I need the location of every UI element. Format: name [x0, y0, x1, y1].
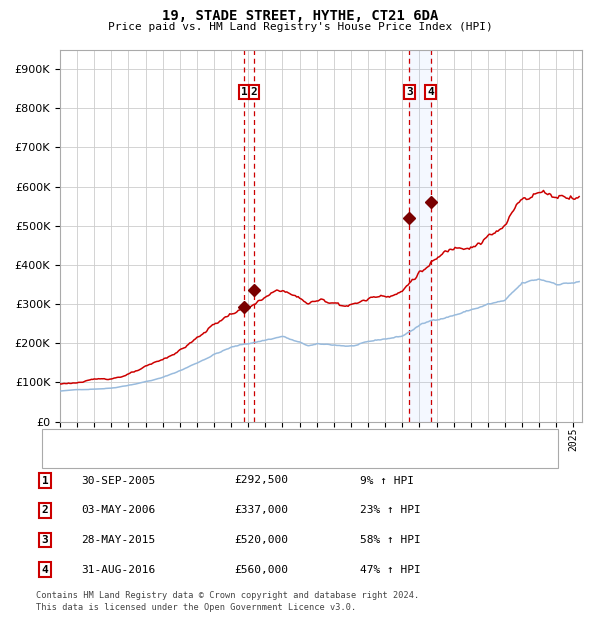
Text: £337,000: £337,000	[234, 505, 288, 515]
Text: HPI: Average price, detached house, Folkestone and Hythe: HPI: Average price, detached house, Folk…	[99, 452, 449, 462]
Text: Contains HM Land Registry data © Crown copyright and database right 2024.: Contains HM Land Registry data © Crown c…	[36, 590, 419, 600]
Text: Price paid vs. HM Land Registry's House Price Index (HPI): Price paid vs. HM Land Registry's House …	[107, 22, 493, 32]
Text: 31-AUG-2016: 31-AUG-2016	[81, 565, 155, 575]
Text: £560,000: £560,000	[234, 565, 288, 575]
Text: 23% ↑ HPI: 23% ↑ HPI	[360, 505, 421, 515]
Text: 19, STADE STREET, HYTHE, CT21 6DA (detached house): 19, STADE STREET, HYTHE, CT21 6DA (detac…	[99, 433, 412, 443]
Text: 3: 3	[406, 87, 413, 97]
Text: This data is licensed under the Open Government Licence v3.0.: This data is licensed under the Open Gov…	[36, 603, 356, 612]
Text: 4: 4	[427, 87, 434, 97]
Text: £292,500: £292,500	[234, 476, 288, 485]
Text: £520,000: £520,000	[234, 535, 288, 545]
Text: 58% ↑ HPI: 58% ↑ HPI	[360, 535, 421, 545]
Text: 03-MAY-2006: 03-MAY-2006	[81, 505, 155, 515]
Text: 4: 4	[41, 565, 49, 575]
Text: 47% ↑ HPI: 47% ↑ HPI	[360, 565, 421, 575]
Text: 2: 2	[251, 87, 257, 97]
Text: 1: 1	[41, 476, 49, 485]
Text: 19, STADE STREET, HYTHE, CT21 6DA: 19, STADE STREET, HYTHE, CT21 6DA	[162, 9, 438, 24]
Text: 1: 1	[241, 87, 247, 97]
Text: 30-SEP-2005: 30-SEP-2005	[81, 476, 155, 485]
Text: 3: 3	[41, 535, 49, 545]
Text: 9% ↑ HPI: 9% ↑ HPI	[360, 476, 414, 485]
Text: 28-MAY-2015: 28-MAY-2015	[81, 535, 155, 545]
Bar	[409, 50, 431, 422]
Text: 2: 2	[41, 505, 49, 515]
